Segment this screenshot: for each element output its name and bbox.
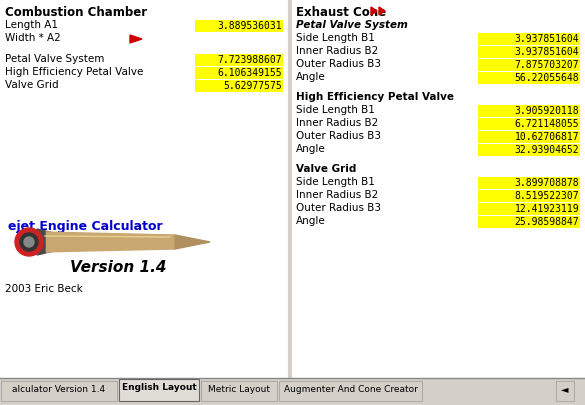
Text: 7.723988607: 7.723988607 (218, 55, 282, 65)
Bar (0, 378, 585, 405)
Bar (478, 190, 580, 202)
Text: Side Length B1: Side Length B1 (296, 105, 375, 115)
Text: Inner Radius B2: Inner Radius B2 (296, 46, 378, 56)
Text: 6.106349155: 6.106349155 (218, 68, 282, 78)
Text: 32.93904652: 32.93904652 (514, 145, 579, 155)
Bar (478, 105, 580, 117)
Text: 3.899708878: 3.899708878 (514, 178, 579, 188)
Bar (478, 59, 580, 71)
Text: 12.41923119: 12.41923119 (514, 204, 579, 214)
Text: Exhaust Cone: Exhaust Cone (296, 6, 386, 19)
Text: Version 1.4: Version 1.4 (70, 260, 167, 275)
Text: High Efficiency Petal Valve: High Efficiency Petal Valve (296, 92, 454, 102)
Text: English Layout: English Layout (122, 383, 197, 392)
Text: Width * A2: Width * A2 (5, 33, 61, 43)
Polygon shape (379, 7, 385, 15)
Text: 5.62977575: 5.62977575 (223, 81, 282, 91)
Text: High Efficiency Petal Valve: High Efficiency Petal Valve (5, 67, 143, 77)
Text: 7.875703207: 7.875703207 (514, 60, 579, 70)
Text: Angle: Angle (296, 144, 326, 154)
Text: ejet Engine Calculator: ejet Engine Calculator (8, 220, 163, 233)
Text: Augmenter And Cone Creator: Augmenter And Cone Creator (284, 385, 418, 394)
Text: ◄: ◄ (561, 384, 569, 394)
Text: Valve Grid: Valve Grid (5, 80, 59, 90)
Bar (478, 72, 580, 84)
Text: 3.889536031: 3.889536031 (218, 21, 282, 31)
Bar (195, 20, 283, 32)
Bar (195, 80, 283, 92)
Bar (119, 379, 199, 401)
Polygon shape (175, 235, 210, 249)
Bar (1, 381, 117, 401)
Bar (478, 131, 580, 143)
Circle shape (24, 237, 34, 247)
Bar (478, 177, 580, 189)
Text: 25.98598847: 25.98598847 (514, 217, 579, 227)
Text: Petal Valve System: Petal Valve System (5, 54, 104, 64)
Bar (195, 67, 283, 79)
Bar (478, 203, 580, 215)
Text: Metric Layout: Metric Layout (208, 385, 270, 394)
Text: 3.905920118: 3.905920118 (514, 106, 579, 116)
Text: Inner Radius B2: Inner Radius B2 (296, 118, 378, 128)
Polygon shape (371, 7, 377, 15)
Bar (478, 216, 580, 228)
Bar (478, 144, 580, 156)
Polygon shape (40, 230, 60, 254)
Text: Outer Radius B3: Outer Radius B3 (296, 203, 381, 213)
Text: 3.937851604: 3.937851604 (514, 47, 579, 57)
Polygon shape (40, 232, 175, 252)
Text: Outer Radius B3: Outer Radius B3 (296, 59, 381, 69)
Bar (195, 54, 283, 66)
Text: Valve Grid: Valve Grid (296, 164, 356, 174)
Bar (279, 381, 422, 401)
Text: Inner Radius B2: Inner Radius B2 (296, 190, 378, 200)
Text: Length A1: Length A1 (5, 20, 58, 30)
Text: Side Length B1: Side Length B1 (296, 177, 375, 187)
Text: Side Length B1: Side Length B1 (296, 33, 375, 43)
Text: 2003 Eric Beck: 2003 Eric Beck (5, 284, 82, 294)
Text: 10.62706817: 10.62706817 (514, 132, 579, 142)
Text: Combustion Chamber: Combustion Chamber (5, 6, 147, 19)
Circle shape (15, 228, 43, 256)
Circle shape (20, 233, 38, 251)
Text: 3.937851604: 3.937851604 (514, 34, 579, 44)
Text: Angle: Angle (296, 72, 326, 82)
Text: Petal Valve System: Petal Valve System (296, 20, 408, 30)
Bar (201, 381, 277, 401)
Text: 6.721148055: 6.721148055 (514, 119, 579, 129)
Bar (556, 381, 574, 401)
Polygon shape (130, 35, 142, 43)
Text: Angle: Angle (296, 216, 326, 226)
Text: 56.22055648: 56.22055648 (514, 73, 579, 83)
Bar (478, 46, 580, 58)
Polygon shape (37, 229, 45, 255)
Text: 8.519522307: 8.519522307 (514, 191, 579, 201)
Text: Outer Radius B3: Outer Radius B3 (296, 131, 381, 141)
Bar (478, 118, 580, 130)
Bar (478, 33, 580, 45)
Text: alculator Version 1.4: alculator Version 1.4 (12, 385, 105, 394)
